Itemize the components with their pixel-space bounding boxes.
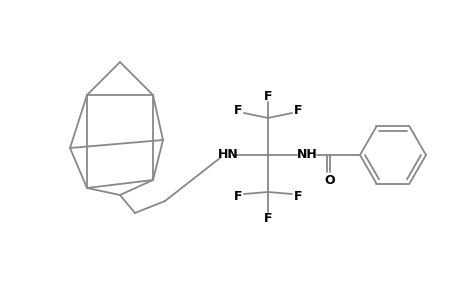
Text: F: F xyxy=(233,103,242,116)
Text: F: F xyxy=(263,89,272,103)
Text: F: F xyxy=(293,103,302,116)
Text: F: F xyxy=(293,190,302,202)
Text: F: F xyxy=(233,190,242,202)
Text: O: O xyxy=(324,173,335,187)
Text: F: F xyxy=(263,212,272,224)
Text: NH: NH xyxy=(296,148,317,161)
Text: HN: HN xyxy=(217,148,238,161)
